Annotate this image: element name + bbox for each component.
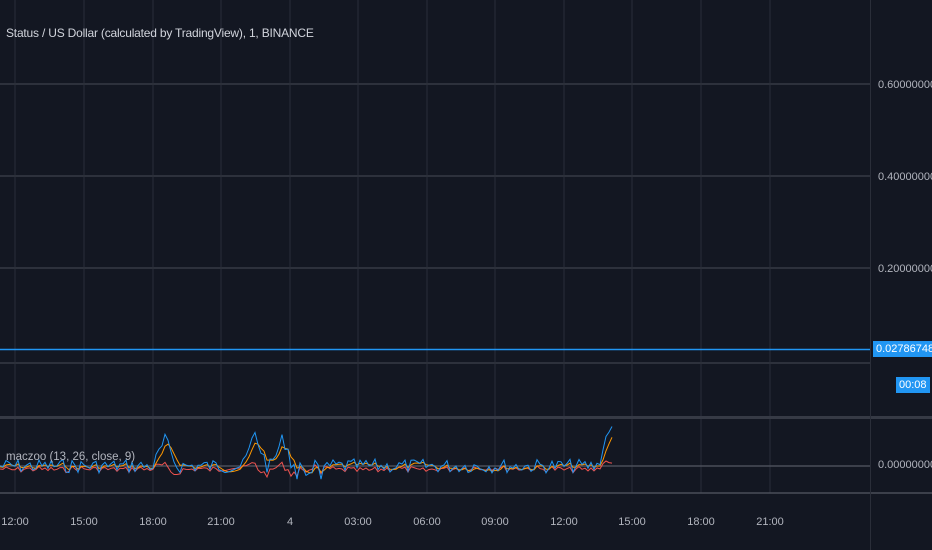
- signal-line: [0, 437, 613, 474]
- price-tick-label: 0.40000000: [878, 171, 932, 183]
- time-tick-label: 18:00: [139, 516, 167, 528]
- price-tick-label: 0.20000000: [878, 263, 932, 275]
- macd-line: [0, 426, 613, 480]
- time-tick-label: 06:00: [413, 516, 441, 528]
- time-tick-label: 4: [286, 516, 294, 528]
- indicator-lines: [0, 426, 613, 480]
- time-tick-label: 12:00: [1, 516, 29, 528]
- symbol-title[interactable]: Status / US Dollar (calculated by Tradin…: [6, 26, 314, 40]
- time-tick-label: 15:00: [70, 516, 98, 528]
- time-tick-label: 18:00: [687, 516, 715, 528]
- indicator-scale-tick: 0.00000000: [878, 459, 932, 471]
- indicator-legend[interactable]: maczoo (13, 26, close, 9): [6, 451, 136, 463]
- grid-lines: [0, 0, 870, 493]
- time-tick-label: 15:00: [618, 516, 646, 528]
- pane-separator[interactable]: [0, 416, 932, 419]
- price-tick-label: 0.60000000: [878, 79, 932, 91]
- time-tick-label: 09:00: [481, 516, 509, 528]
- time-tick-label: 12:00: [550, 516, 578, 528]
- time-tick-label: 21:00: [207, 516, 235, 528]
- time-tick-label: 21:00: [756, 516, 784, 528]
- bar-countdown-badge: 00:08: [896, 377, 930, 393]
- time-tick-label: 03:00: [344, 516, 372, 528]
- current-price-badge: 0.02786748: [873, 341, 932, 357]
